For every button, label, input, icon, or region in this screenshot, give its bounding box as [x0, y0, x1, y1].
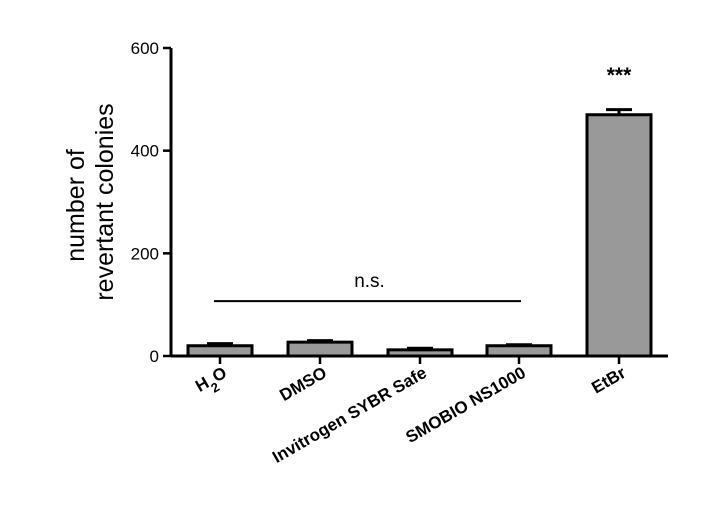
x-tick-label: EtBr	[588, 363, 629, 398]
bar	[485, 344, 553, 358]
ns-label: n.s.	[354, 271, 385, 292]
annotations-group: n.s. ***	[214, 64, 632, 303]
y-ticks: 0 200 400 600	[131, 39, 171, 366]
significance-label: ***	[607, 64, 632, 87]
bar	[386, 348, 454, 358]
x-tick-label: DMSO	[276, 363, 330, 405]
x-tick-label: H2O	[192, 363, 233, 401]
y-tick-label: 400	[131, 142, 159, 161]
bar	[286, 340, 354, 358]
bar	[585, 113, 653, 358]
y-axis-label-line-1: number of	[62, 149, 90, 262]
y-axis-label-line-2: revertant colonies	[91, 103, 119, 300]
y-tick-label: 600	[131, 39, 159, 58]
y-tick-label: 0	[150, 347, 159, 366]
bars-group	[186, 108, 653, 358]
y-axis-label: number of revertant colonies	[62, 103, 119, 300]
y-tick-label: 200	[131, 244, 159, 263]
bar	[186, 344, 254, 358]
